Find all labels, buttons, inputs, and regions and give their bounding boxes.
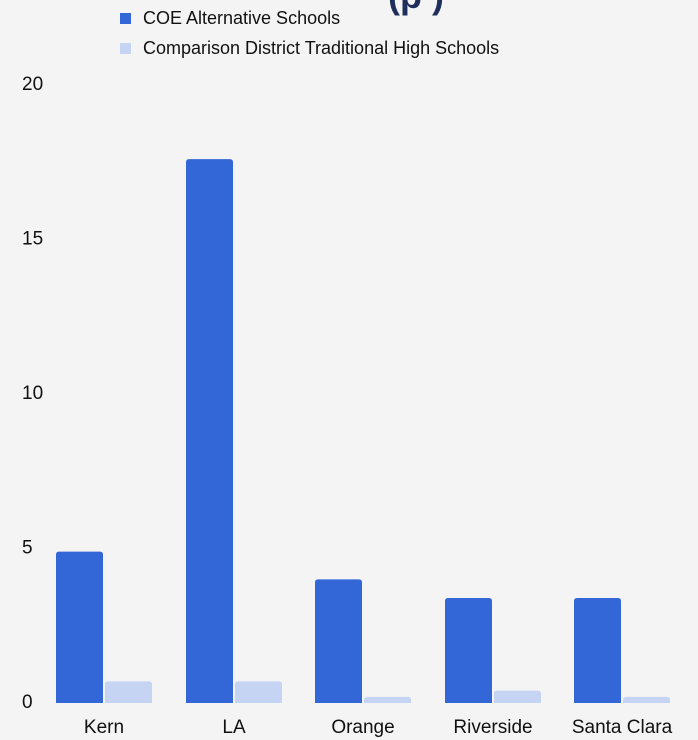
legend: COE Alternative Schools Comparison Distri… [120, 8, 499, 58]
x-tick-label: Orange [331, 717, 394, 738]
y-axis: 0 5 10 15 20 [22, 74, 43, 713]
x-axis: Kern LA Orange Riverside Santa Clara [84, 717, 673, 738]
y-tick-label: 20 [22, 74, 43, 95]
legend-label-2: Comparison District Traditional High Sch… [143, 38, 499, 58]
bar-orange-series-1 [315, 579, 362, 703]
bar-orange-series-2 [364, 696, 411, 703]
legend-swatch-2 [120, 43, 131, 54]
x-tick-label: Santa Clara [572, 717, 673, 738]
bar-riverside-series-2 [494, 690, 541, 703]
y-tick-label: 10 [22, 383, 43, 404]
bar-la-series-2 [235, 681, 282, 703]
y-tick-label: 5 [22, 538, 33, 559]
bar-kern-series-1 [56, 551, 103, 703]
bar-riverside-series-1 [445, 597, 492, 703]
legend-label-1: COE Alternative Schools [143, 8, 340, 28]
legend-swatch-1 [120, 13, 131, 24]
x-tick-label: Riverside [453, 717, 532, 738]
chart-title-fragment: (p ) [388, 0, 444, 16]
bar-la-series-1 [186, 159, 233, 703]
y-tick-label: 0 [22, 692, 33, 713]
bar-santa-clara-series-1 [574, 597, 621, 703]
bar-kern-series-2 [105, 681, 152, 703]
x-tick-label: LA [222, 717, 246, 738]
bar-santa-clara-series-2 [623, 696, 670, 703]
bars-group [56, 159, 670, 703]
x-tick-label: Kern [84, 717, 124, 738]
y-tick-label: 15 [22, 229, 43, 250]
